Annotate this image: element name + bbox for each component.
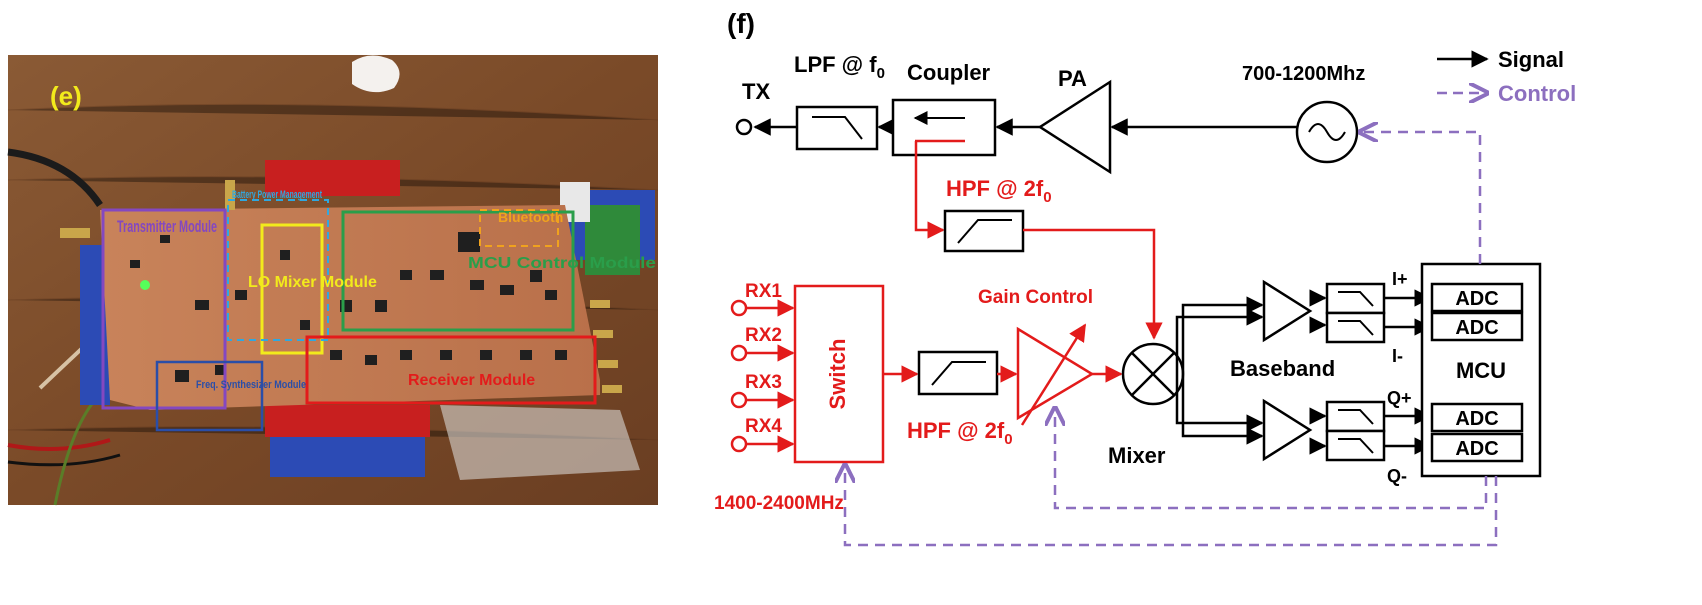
baseband-lpf-group [1325, 282, 1386, 462]
coupler-block [891, 98, 997, 157]
adc-4-block [1430, 432, 1524, 463]
battery-module-label: Battery Power Management [232, 189, 322, 201]
output-q-minus-label: Q- [1387, 466, 1407, 486]
control-to-oscillator [1360, 132, 1482, 264]
control-to-switch [845, 465, 1498, 547]
adc-1-label: ADC [1455, 288, 1498, 310]
adc-3-block [1430, 402, 1524, 433]
bb-lpf-i-minus [1325, 311, 1386, 344]
adc-4-label: ADC [1455, 438, 1498, 460]
baseband-amp-i [1262, 279, 1313, 343]
freq-synth-module-label: Freq. Synthesizer Module [196, 379, 306, 391]
baseband-amp-q [1262, 398, 1313, 462]
rx4-port [730, 435, 748, 453]
bb-lpf-q-plus [1325, 400, 1386, 433]
rx4-label: RX4 [745, 416, 782, 437]
output-q-plus-label: Q+ [1387, 388, 1412, 408]
bb-lpf-i-plus [1325, 282, 1386, 315]
hpf-bottom-label-sub: 0 [1004, 431, 1012, 448]
lpf-label: LPF @ f0 [794, 52, 885, 82]
hpf-bottom-block [917, 350, 999, 396]
diagram-panel-label: (f) [727, 8, 755, 39]
rx-band-label: 1400-2400MHz [714, 493, 844, 514]
transmitter-module-label: Transmitter Module [117, 217, 217, 236]
lo-mixer-module-label: LO Mixer Module [248, 274, 377, 291]
adc-1-block [1430, 282, 1524, 313]
coupler-label: Coupler [907, 60, 991, 85]
receiver-module-box [305, 335, 597, 405]
legend-signal-label: Signal [1498, 47, 1564, 72]
transmitter-module-line1: Transmitter Module [117, 217, 217, 236]
lpf-block [795, 105, 879, 151]
photo-panel-label: (e) [50, 81, 82, 111]
freq-synth-module-box [155, 360, 264, 432]
lpf-label-sub: 0 [877, 65, 885, 82]
mcu-label: MCU [1456, 358, 1506, 383]
hpf-top-label-sub: 0 [1043, 189, 1051, 206]
control-lines [845, 132, 1498, 547]
rx2-label: RX2 [745, 325, 782, 346]
switch-block [793, 284, 885, 464]
mcu-control-module-label: MCU Control Module [468, 255, 656, 272]
lo-mixer-module-box [260, 223, 324, 355]
output-i-plus-label: I+ [1392, 269, 1408, 289]
rx1-port [730, 299, 748, 317]
receiver-module-label: Receiver Module [408, 372, 535, 389]
bb-lpf-q-minus [1325, 429, 1386, 462]
rx1-label: RX1 [745, 281, 782, 302]
baseband-label: Baseband [1230, 356, 1335, 381]
switch-label: Switch [825, 339, 850, 410]
output-i-minus-label: I- [1392, 346, 1403, 366]
pa-label: PA [1058, 66, 1087, 91]
hpf-top-block [943, 209, 1025, 253]
adc-2-block [1430, 311, 1524, 342]
bluetooth-box [479, 209, 559, 247]
rx3-label: RX3 [745, 372, 782, 393]
mcu-control-module-box [341, 210, 575, 332]
adc-3-label: ADC [1455, 408, 1498, 430]
transmitter-module-box [101, 208, 227, 410]
hpf-bottom-label: HPF @ 2f0 [907, 418, 1013, 448]
hpf-top-label: HPF @ 2f0 [946, 176, 1052, 206]
tx-label: TX [742, 79, 770, 104]
legend-control-label: Control [1498, 81, 1576, 106]
tx-port [735, 118, 753, 136]
oscillator-label: 700-1200Mhz [1242, 63, 1365, 85]
rx3-port [730, 391, 748, 409]
rx2-port [730, 344, 748, 362]
control-to-gain [1055, 408, 1488, 510]
pa-amplifier [1037, 79, 1112, 175]
mixer-label: Mixer [1108, 443, 1166, 468]
rx-ports: RX1 RX2 RX3 RX4 [730, 281, 795, 453]
battery-module-box [227, 199, 329, 341]
adc-2-label: ADC [1455, 317, 1498, 339]
gain-control-label: Gain Control [978, 287, 1093, 308]
bluetooth-label: Bluetooth [498, 209, 563, 225]
